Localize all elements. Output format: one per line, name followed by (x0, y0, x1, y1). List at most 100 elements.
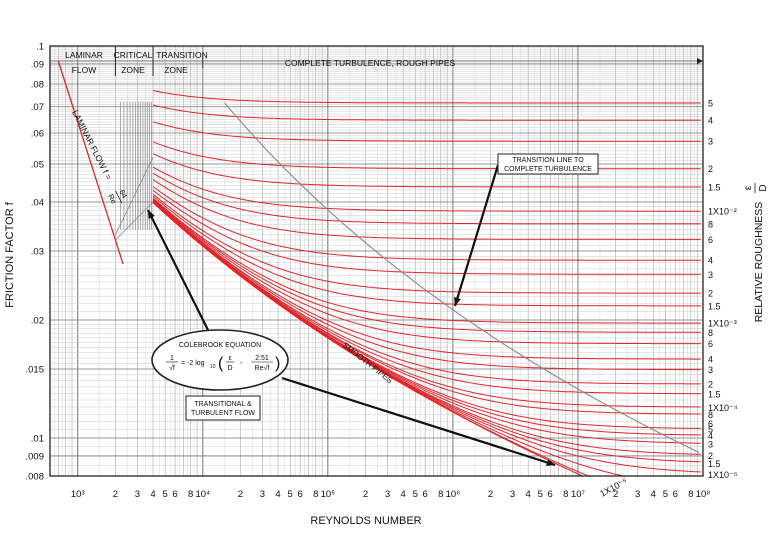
roughness-tick-label: 1X10⁻⁵ (708, 470, 738, 480)
roughness-tick-label: 2 (708, 164, 713, 174)
roughness-curve (152, 90, 701, 104)
roughness-curve (152, 141, 701, 170)
roughness-tick-label: 2 (708, 380, 713, 390)
roughness-curves (57, 61, 701, 478)
x-tick-label: 8 (688, 489, 693, 500)
roughness-curve (152, 195, 701, 307)
x-tick-label: 3 (260, 489, 265, 500)
annotation-lines (50, 54, 703, 467)
roughness-curve (152, 201, 701, 395)
transition-line-text-1: TRANSITION LINE TO (512, 157, 584, 164)
zone-critical-label-1: CRITICAL (114, 50, 153, 60)
colebrook-sign: - (240, 360, 243, 367)
x-tick-label: 2 (363, 489, 368, 500)
colebrook-lhs-den: √f (169, 364, 175, 372)
roughness-tick-label: 4 (708, 116, 713, 126)
x-tick-label: 8 (563, 489, 568, 500)
grid-lines (49, 45, 704, 477)
zone-transition-label-2: ZONE (164, 65, 188, 75)
roughness-curve (152, 199, 701, 345)
colebrook-log-base: 10 (210, 364, 216, 370)
x-tick-label: 10⁵ (321, 489, 336, 500)
roughness-tick-label: 3 (708, 137, 713, 147)
x-tick-label: 3 (510, 489, 515, 500)
laminar-flow-num: 64 (117, 188, 129, 200)
x-tick-label: 3 (135, 489, 140, 500)
laminar-flow-fraction-bar (115, 190, 123, 204)
x-tick-label: 5 (538, 489, 543, 500)
turbulent-flow-box (185, 395, 261, 421)
colebrook-equals: = -2 log (181, 360, 205, 367)
roughness-curve (152, 189, 701, 275)
y2-axis-title: RELATIVE ROUGHNESS (753, 202, 765, 323)
turbulent-flow-text-2: TURBULENT FLOW (191, 410, 255, 417)
smooth-pipe-curve (152, 201, 584, 477)
roughness-curve (152, 197, 701, 324)
x-tick-label: 5 (663, 489, 668, 500)
roughness-curve (152, 172, 701, 225)
transition-line-arrow (453, 164, 500, 307)
roughness-tick-label: 8 (708, 219, 713, 229)
roughness-curve (152, 201, 701, 385)
roughness-tick-label: 1X10⁻⁴ (708, 403, 738, 413)
x-tick-label: 2 (238, 489, 243, 500)
y-tick-label: .008 (26, 472, 45, 483)
x-tick-label: 5 (163, 489, 168, 500)
roughness-tick-label: 6 (708, 339, 713, 349)
roughness-curve (152, 121, 701, 142)
x-tick-label: 10³ (71, 489, 85, 500)
colebrook-paren-close: ) (275, 355, 280, 372)
x-tick-label: 6 (172, 489, 177, 500)
transition-line-box (497, 153, 599, 175)
colebrook-t2-den: Re√f (255, 364, 270, 372)
plot-frame (49, 45, 704, 477)
y-tick-label: .05 (31, 160, 44, 171)
x-tick-label: 4 (651, 489, 656, 500)
laminar-flow-den: Re (106, 193, 118, 206)
roughness-tick-label: 4 (708, 431, 713, 441)
colebrook-arrow-up (147, 209, 209, 331)
zone-header: LAMINAR FLOW CRITICAL ZONE TRANSITION ZO… (65, 46, 455, 76)
x-tick-label: 5 (413, 489, 418, 500)
roughness-curve (152, 200, 701, 371)
x-tick-label: 5 (288, 489, 293, 500)
x-tick-label: 6 (673, 489, 678, 500)
roughness-tick-label: 4 (708, 256, 713, 266)
y-tick-label: .08 (31, 79, 44, 90)
x-tick-label: 4 (150, 489, 155, 500)
colebrook-equation: COLEBROOK EQUATION 1 √f = -2 log 10 ( ε … (151, 329, 289, 391)
roughness-tick-label: 2 (708, 451, 713, 461)
y-tick-label: .06 (31, 128, 44, 139)
y-tick-label: .01 (31, 434, 44, 445)
colebrook-lhs-num: 1 (170, 355, 174, 362)
y-tick-labels: .1 .09 .08 .07 .06 .05 .04 .03 .02 .015 .01 .009 .00… (26, 42, 45, 483)
roughness-tick-label: 3 (708, 365, 713, 375)
zone-complete-label: COMPLETE TURBULENCE, ROUGH PIPES (285, 58, 456, 68)
roughness-curve (152, 186, 701, 261)
roughness-tick-label: 1.5 (708, 182, 721, 192)
x-tick-labels: 10³ 2 3 4 5 6 8 10⁴ 2 3 4 5 6 8 10⁵ 2 3 4 5 6 8 10⁶ 2 3 4 5 6 8 10⁷ 2… (71, 489, 710, 500)
zone-critical-label-2: ZONE (121, 65, 145, 75)
colebrook-arrow-down-head (546, 459, 555, 466)
x-tick-label: 3 (635, 489, 640, 500)
y-tick-label: .1 (36, 42, 44, 53)
y-tick-label: .09 (31, 59, 44, 70)
roughness-tick-label: 6 (708, 419, 713, 429)
roughness-curve (152, 104, 701, 121)
colebrook-ellipse (151, 329, 289, 391)
colebrook-arrow-down (281, 376, 556, 467)
zone-transition-label-1: TRANSITION (156, 50, 207, 60)
transition-line-arrow-head (454, 297, 461, 306)
x-tick-label: 4 (275, 489, 280, 500)
roughness-tick-label: 4 (708, 355, 713, 365)
x-tick-label: 2 (488, 489, 493, 500)
roughness-tick-label: 8 (708, 328, 713, 338)
x-tick-label: 4 (526, 489, 531, 500)
x-tick-label: 4 (400, 489, 405, 500)
x-tick-label: 8 (188, 489, 193, 500)
x-tick-label: 3 (385, 489, 390, 500)
roughness-tick-label: 1X10⁻² (708, 207, 737, 217)
transition-line-text-2: COMPLETE TURBULENCE (504, 166, 592, 173)
turbulent-flow-text-1: TRANSITIONAL & (194, 401, 252, 408)
